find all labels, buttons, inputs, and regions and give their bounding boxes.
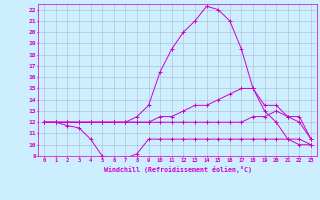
X-axis label: Windchill (Refroidissement éolien,°C): Windchill (Refroidissement éolien,°C) [104,166,252,173]
